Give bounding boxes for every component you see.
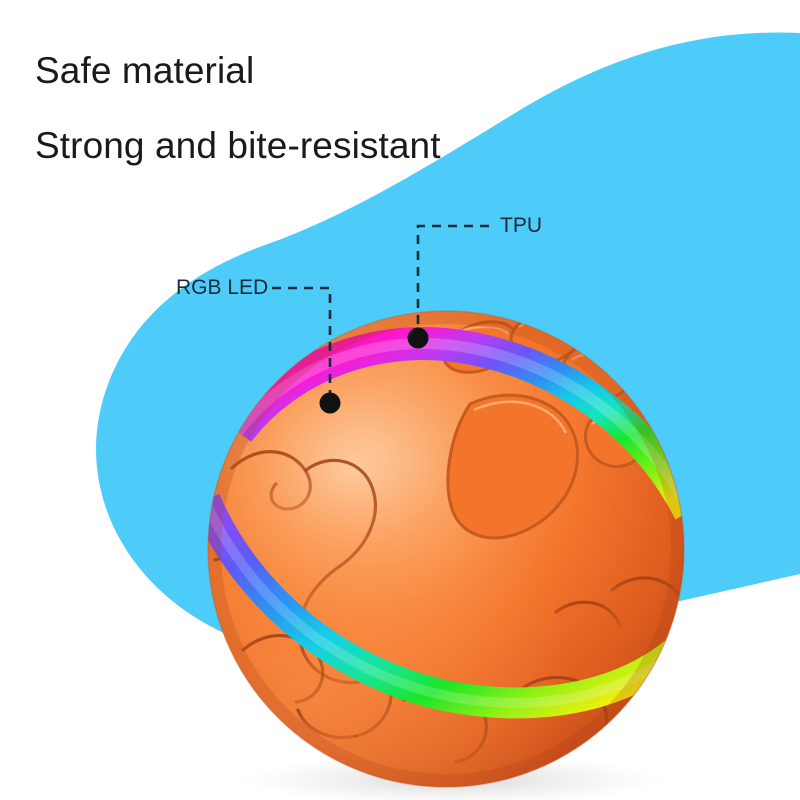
rgb-led-band-lower — [208, 493, 684, 719]
ball-outline — [207, 310, 685, 788]
callout-label-rgb-led: RGB LED — [176, 276, 269, 299]
page-title: Safe material — [35, 50, 255, 91]
callout-leader-tpu — [407, 224, 489, 349]
callout-label-tpu: TPU — [500, 214, 542, 237]
callout-leader-rgb-led — [272, 286, 341, 414]
callout-dot-tpu — [407, 327, 429, 349]
callout-dot-rgb-led — [319, 392, 341, 414]
page-subtitle: Strong and bite-resistant — [35, 125, 441, 166]
paw-pad — [446, 393, 580, 540]
rgb-led-band-upper — [224, 327, 684, 520]
